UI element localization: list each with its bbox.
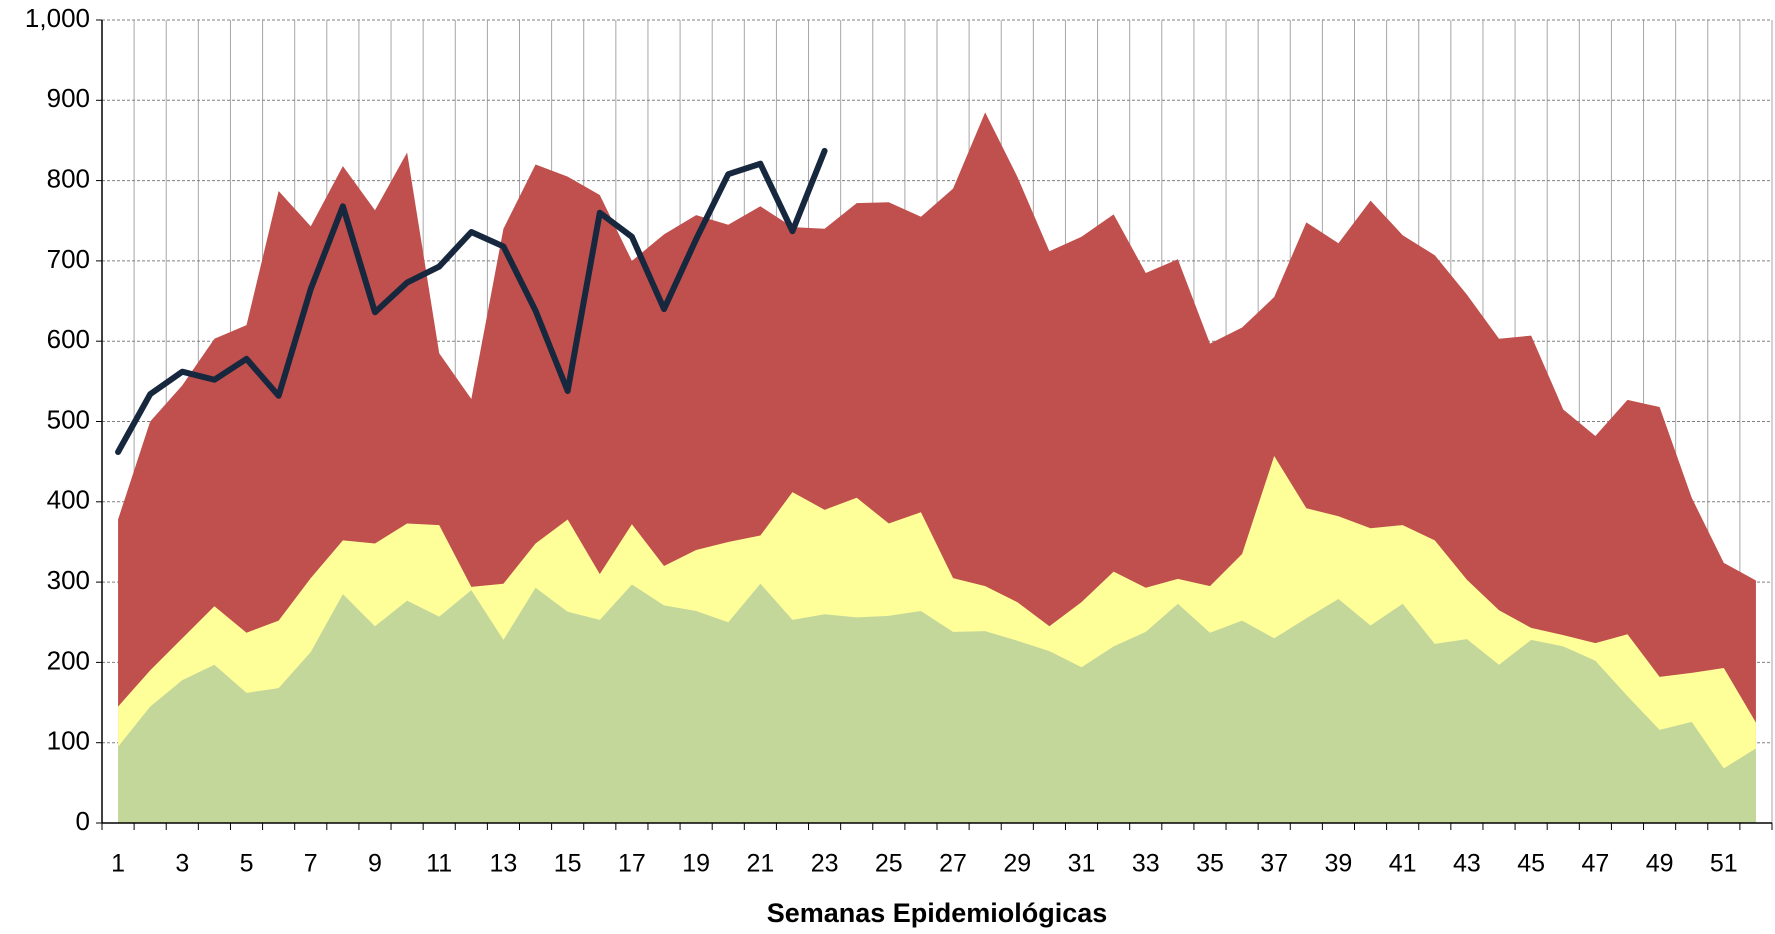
x-tick-label: 5 [240, 850, 254, 878]
x-tick-label: 37 [1260, 850, 1288, 878]
x-tick-label: 19 [682, 850, 710, 878]
x-tick-label: 17 [618, 850, 646, 878]
x-tick-label: 15 [554, 850, 582, 878]
x-tick-label: 21 [746, 850, 774, 878]
x-axis-title: Semanas Epidemiológicas [767, 898, 1108, 928]
y-tick-label: 200 [47, 645, 90, 675]
y-tick-label: 700 [47, 244, 90, 274]
x-tick-label: 1 [111, 850, 125, 878]
x-tick-label: 49 [1646, 850, 1674, 878]
x-tick-label: 35 [1196, 850, 1224, 878]
y-tick-label: 500 [47, 404, 90, 434]
y-tick-label: 100 [47, 726, 90, 756]
x-tick-label: 31 [1068, 850, 1096, 878]
x-tick-label: 47 [1581, 850, 1609, 878]
x-tick-label: 25 [875, 850, 903, 878]
x-tick-label: 39 [1325, 850, 1353, 878]
x-tick-label: 27 [939, 850, 967, 878]
x-tick-label: 9 [368, 850, 382, 878]
line [115, 147, 828, 456]
y-tick-label: 1,000 [25, 3, 90, 33]
y-tick-label: 0 [76, 806, 90, 836]
y-tick-label: 800 [47, 163, 90, 193]
x-tick-label: 43 [1453, 850, 1481, 878]
x-tick-label: 45 [1517, 850, 1545, 878]
y-tick-label: 300 [47, 565, 90, 595]
x-tick-label: 13 [490, 850, 518, 878]
x-tick-label: 41 [1389, 850, 1417, 878]
x-tick-label: 23 [811, 850, 839, 878]
area [118, 583, 1756, 823]
y-tick-label: 400 [47, 485, 90, 515]
y-tick-label: 900 [47, 83, 90, 113]
x-tick-label: 11 [426, 850, 452, 878]
x-tick-label: 29 [1003, 850, 1031, 878]
y-tick-label: 600 [47, 324, 90, 354]
x-tick-label: 7 [304, 850, 318, 878]
x-tick-label: 3 [175, 850, 189, 878]
x-tick-label: 51 [1710, 850, 1738, 878]
x-tick-label: 33 [1132, 850, 1160, 878]
